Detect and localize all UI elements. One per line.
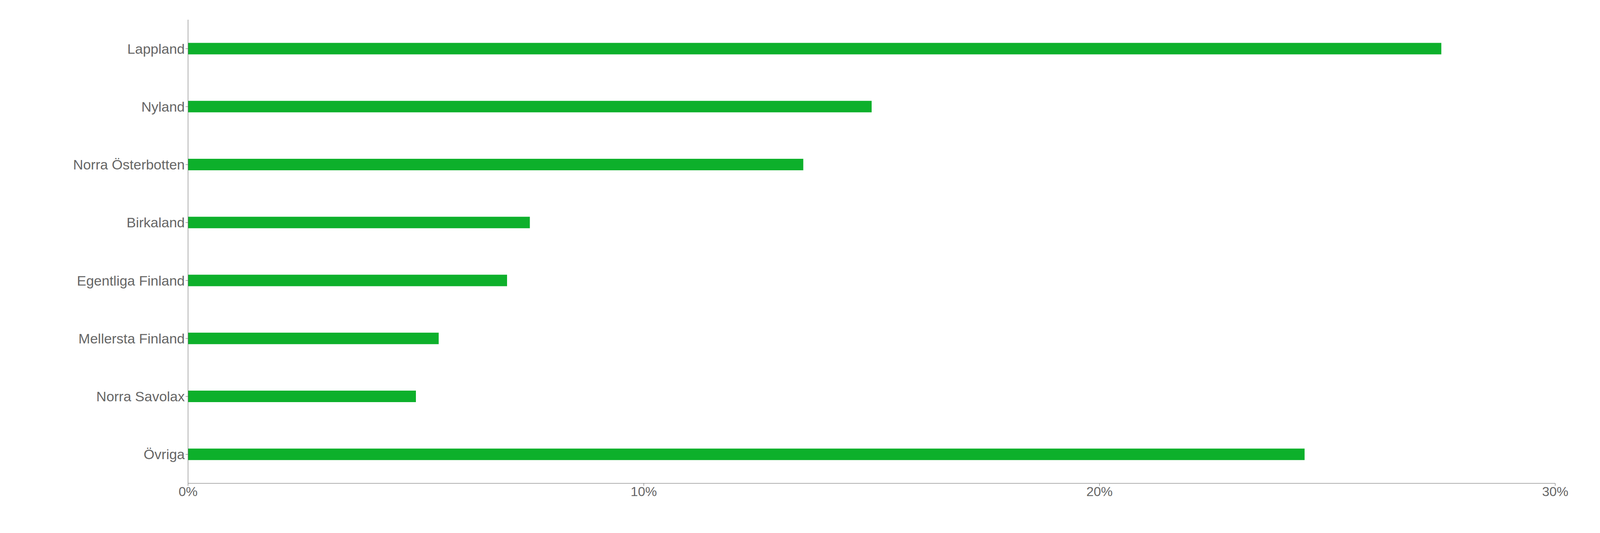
svg-text:Norra Savolax: Norra Savolax — [96, 388, 185, 405]
svg-text:30%: 30% — [1542, 484, 1569, 500]
svg-text:Norra Österbotten: Norra Österbotten — [73, 156, 185, 173]
svg-text:Mellersta Finland: Mellersta Finland — [78, 330, 185, 347]
svg-text:Nyland: Nyland — [141, 98, 185, 115]
svg-text:Egentliga Finland: Egentliga Finland — [76, 273, 185, 289]
svg-text:10%: 10% — [630, 484, 657, 500]
svg-text:Lappland: Lappland — [127, 41, 185, 57]
svg-text:Övriga: Övriga — [143, 446, 185, 463]
svg-text:Birkaland: Birkaland — [126, 214, 185, 231]
svg-text:20%: 20% — [1086, 484, 1113, 500]
svg-text:0%: 0% — [178, 484, 198, 500]
